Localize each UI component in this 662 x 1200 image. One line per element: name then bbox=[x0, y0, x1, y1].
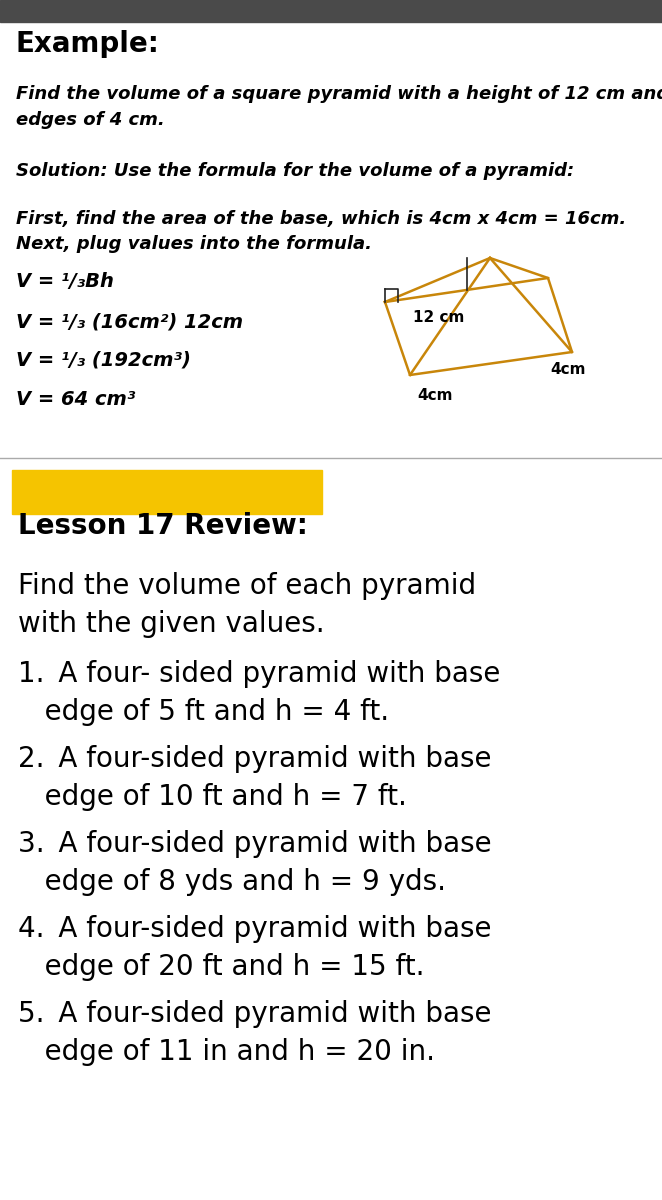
Text: Find the volume of each pyramid: Find the volume of each pyramid bbox=[18, 572, 476, 600]
Text: V = ¹/₃ (192cm³): V = ¹/₃ (192cm³) bbox=[16, 350, 191, 370]
Text: Next, plug values into the formula.: Next, plug values into the formula. bbox=[16, 235, 372, 253]
Text: 4cm: 4cm bbox=[417, 388, 453, 403]
Text: 2. A four-sided pyramid with base: 2. A four-sided pyramid with base bbox=[18, 745, 491, 773]
Text: First, find the area of the base, which is 4cm x 4cm = 16cm.: First, find the area of the base, which … bbox=[16, 210, 626, 228]
Text: with the given values.: with the given values. bbox=[18, 610, 324, 638]
Text: V = ¹/₃Bh: V = ¹/₃Bh bbox=[16, 272, 114, 290]
Text: Solution: Use the formula for the volume of a pyramid:: Solution: Use the formula for the volume… bbox=[16, 162, 574, 180]
Text: edge of 20 ft and h = 15 ft.: edge of 20 ft and h = 15 ft. bbox=[18, 953, 424, 982]
Text: edge of 5 ft and h = 4 ft.: edge of 5 ft and h = 4 ft. bbox=[18, 698, 389, 726]
Text: Find the volume of a square pyramid with a height of 12 cm and base
edges of 4 c: Find the volume of a square pyramid with… bbox=[16, 85, 662, 128]
Text: 4cm: 4cm bbox=[550, 362, 586, 377]
Text: edge of 8 yds and h = 9 yds.: edge of 8 yds and h = 9 yds. bbox=[18, 868, 446, 896]
Text: Example:: Example: bbox=[16, 30, 160, 58]
Bar bbox=[12, 470, 322, 514]
Text: Lesson 17 Review:: Lesson 17 Review: bbox=[18, 512, 308, 540]
Text: 12 cm: 12 cm bbox=[413, 311, 464, 325]
Text: edge of 10 ft and h = 7 ft.: edge of 10 ft and h = 7 ft. bbox=[18, 782, 407, 811]
Text: 3. A four-sided pyramid with base: 3. A four-sided pyramid with base bbox=[18, 830, 492, 858]
Bar bbox=[0, 0, 662, 22]
Text: V = ¹/₃ (16cm²) 12cm: V = ¹/₃ (16cm²) 12cm bbox=[16, 312, 243, 331]
Text: 4. A four-sided pyramid with base: 4. A four-sided pyramid with base bbox=[18, 914, 491, 943]
Text: 1. A four- sided pyramid with base: 1. A four- sided pyramid with base bbox=[18, 660, 500, 688]
Text: V = 64 cm³: V = 64 cm³ bbox=[16, 390, 135, 409]
Text: edge of 11 in and h = 20 in.: edge of 11 in and h = 20 in. bbox=[18, 1038, 435, 1066]
Text: 5. A four-sided pyramid with base: 5. A four-sided pyramid with base bbox=[18, 1000, 491, 1028]
